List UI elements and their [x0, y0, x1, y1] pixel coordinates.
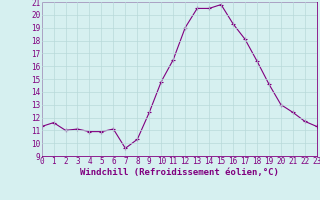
X-axis label: Windchill (Refroidissement éolien,°C): Windchill (Refroidissement éolien,°C) — [80, 168, 279, 177]
